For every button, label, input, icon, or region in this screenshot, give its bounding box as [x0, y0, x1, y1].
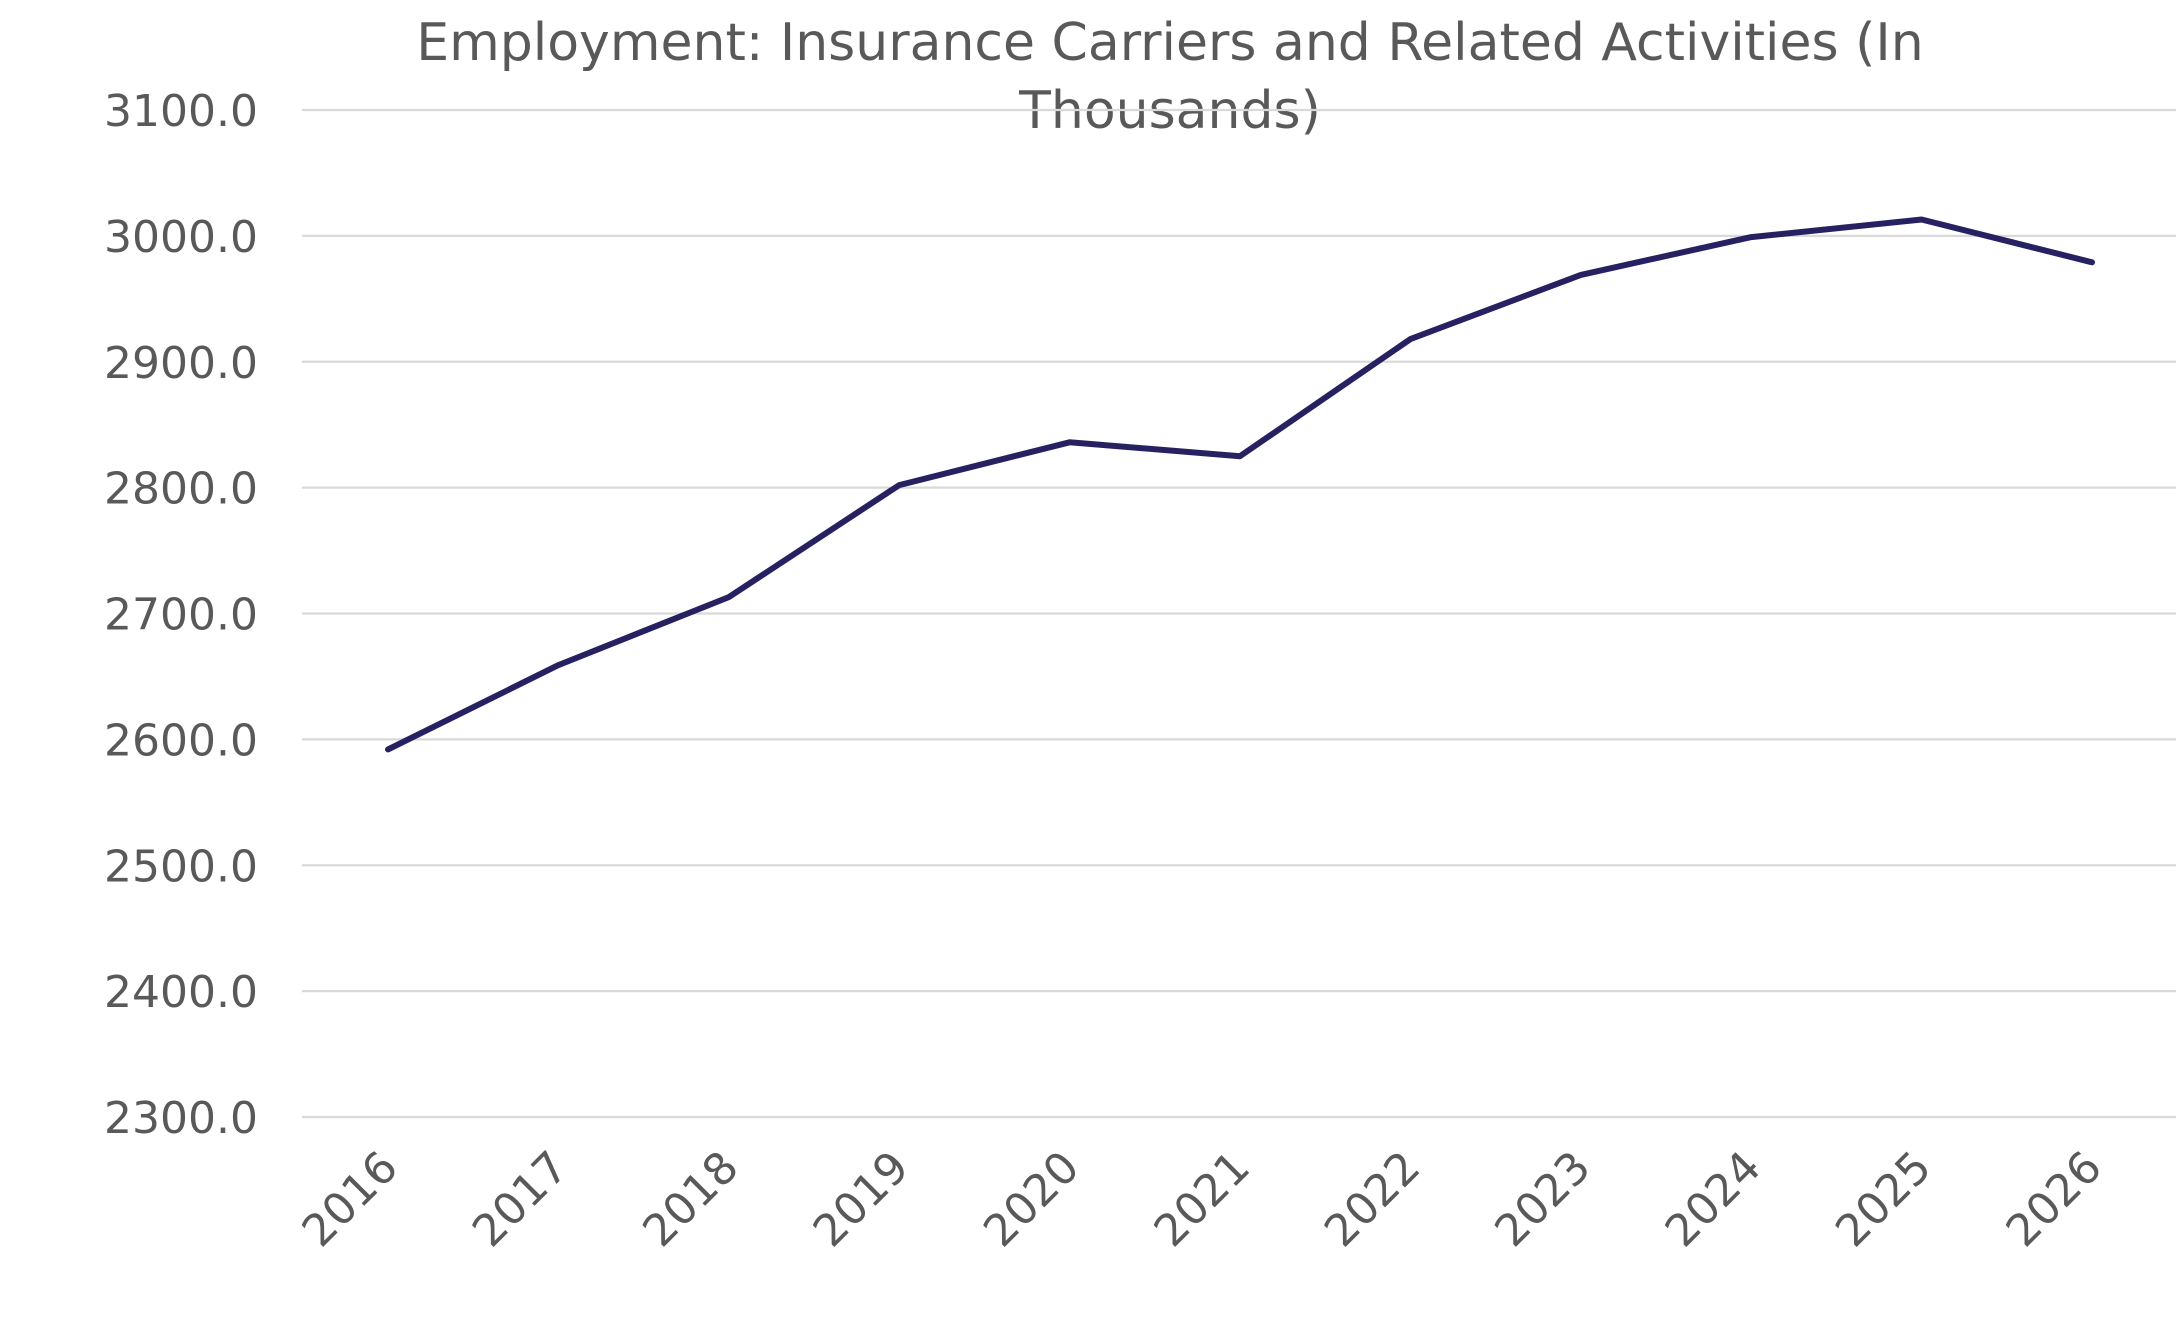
grid — [302, 108, 2176, 1119]
x-tick-label: 2018 — [633, 1142, 748, 1257]
y-axis: 2300.0 2400.0 2500.0 2600.0 2700.0 2800.0 2900… — [104, 86, 258, 1144]
x-tick-label: 2024 — [1656, 1142, 1771, 1257]
y-tick-label: 2500.0 — [104, 841, 258, 892]
x-tick-label: 2021 — [1145, 1142, 1260, 1257]
x-tick-label: 2026 — [1997, 1142, 2112, 1257]
x-tick-label: 2019 — [804, 1142, 919, 1257]
chart-title-line-1: Employment: Insurance Carriers and Relat… — [416, 13, 1923, 73]
y-tick-label: 3000.0 — [104, 212, 258, 263]
y-tick-label: 2600.0 — [104, 715, 258, 766]
x-tick-label: 2022 — [1315, 1142, 1430, 1257]
y-tick-label: 3100.0 — [104, 86, 258, 137]
x-tick-label: 2016 — [293, 1142, 408, 1257]
x-tick-label: 2025 — [1826, 1142, 1941, 1257]
series — [385, 216, 2095, 753]
y-tick-label: 2700.0 — [104, 590, 258, 641]
y-tick-label: 2400.0 — [104, 967, 258, 1018]
y-tick-label: 2900.0 — [104, 338, 258, 389]
series-line — [385, 216, 2095, 753]
x-tick-label: 2020 — [974, 1142, 1089, 1257]
x-tick-label: 2023 — [1485, 1142, 1600, 1257]
y-tick-label: 2300.0 — [104, 1093, 258, 1144]
x-tick-label: 2017 — [463, 1142, 578, 1257]
chart-title: Employment: Insurance Carriers and Relat… — [416, 13, 1923, 141]
y-tick-label: 2800.0 — [104, 464, 258, 515]
x-axis: 2016 2017 2018 2019 2020 2021 2022 2023 2024 2025… — [293, 1142, 2112, 1257]
